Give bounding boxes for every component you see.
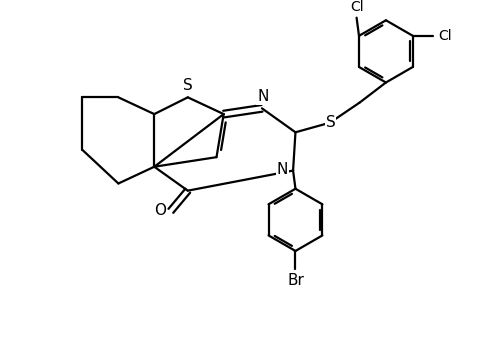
Text: Cl: Cl xyxy=(350,0,364,14)
Text: N: N xyxy=(277,162,288,177)
Text: O: O xyxy=(154,203,166,218)
Text: S: S xyxy=(184,78,193,93)
Text: S: S xyxy=(326,115,336,130)
Text: N: N xyxy=(257,89,268,104)
Text: Cl: Cl xyxy=(438,29,452,43)
Text: Br: Br xyxy=(287,273,304,288)
